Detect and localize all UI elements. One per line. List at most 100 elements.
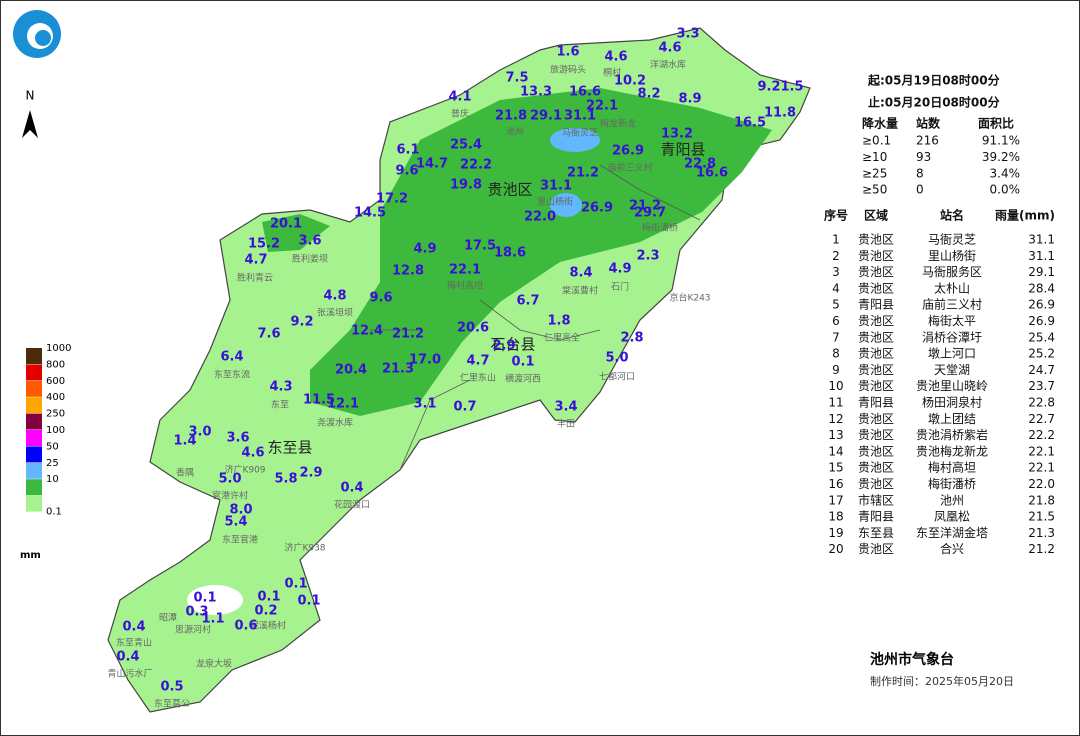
period-start: 起:05月19日08时00分 bbox=[867, 73, 1000, 88]
stats-header: 站数 bbox=[916, 116, 941, 131]
ranking-cell: 10 bbox=[828, 379, 843, 393]
rainfall-value: 11.5 bbox=[303, 393, 335, 408]
ranking-cell: 贵池区 bbox=[858, 330, 894, 344]
ranking-cell: 14 bbox=[828, 444, 843, 458]
legend-label: 0.1 bbox=[46, 507, 62, 518]
rainfall-value: 4.3 bbox=[269, 380, 292, 395]
stats-cell: 91.1% bbox=[982, 134, 1020, 148]
ranking-cell: 2 bbox=[832, 249, 840, 263]
station-name: 青山污水厂 bbox=[107, 668, 152, 680]
rainfall-value: 12.8 bbox=[392, 264, 424, 279]
rainfall-value: 26.9 bbox=[612, 144, 644, 159]
station-name: 济广K909 bbox=[224, 464, 265, 476]
ranking-cell: 21.3 bbox=[1028, 526, 1055, 540]
rainfall-value: 16.6 bbox=[696, 166, 728, 181]
rainfall-value: 1.4 bbox=[173, 434, 196, 449]
legend-label: 100 bbox=[46, 425, 65, 436]
legend-swatch bbox=[26, 364, 42, 381]
ranking-cell: 19 bbox=[828, 526, 843, 540]
rainfall-value: 0.2 bbox=[254, 604, 277, 619]
rainfall-value: 2.9 bbox=[492, 339, 515, 354]
rainfall-value: 14.7 bbox=[416, 157, 448, 172]
rainfall-value: 16.5 bbox=[734, 116, 766, 131]
ranking-cell: 22.8 bbox=[1028, 396, 1055, 410]
station-name: 龙泉大坂 bbox=[196, 658, 232, 670]
ranking-cell: 里山杨街 bbox=[928, 248, 976, 263]
ranking-cell: 贵池区 bbox=[858, 314, 894, 328]
ranking-cell: 庙前三义村 bbox=[922, 297, 982, 312]
stats-cell: ≥50 bbox=[862, 183, 887, 197]
rainfall-value: 7.6 bbox=[257, 327, 280, 342]
rainfall-value: 31.1 bbox=[540, 179, 572, 194]
station-name: 棠溪曹村 bbox=[562, 285, 598, 297]
station-name: 思源河村 bbox=[175, 624, 211, 636]
stats-header: 降水量 bbox=[862, 116, 898, 131]
ranking-cell: 东至洋湖金塔 bbox=[916, 525, 988, 540]
station-name: 仁里高全 bbox=[544, 332, 580, 344]
rainfall-value: 19.8 bbox=[450, 178, 482, 193]
ranking-cell: 3 bbox=[832, 265, 840, 279]
ranking-cell: 贵池区 bbox=[858, 281, 894, 295]
ranking-cell: 11 bbox=[828, 396, 843, 410]
station-name: 梅龙新龙 bbox=[600, 118, 636, 130]
rainfall-value: 21.2 bbox=[629, 199, 661, 214]
ranking-cell: 贵池区 bbox=[858, 461, 894, 475]
rainfall-value: 8.9 bbox=[678, 92, 701, 107]
ranking-cell: 青阳县 bbox=[858, 298, 894, 312]
ranking-cell: 29.1 bbox=[1028, 265, 1055, 279]
ranking-cell: 28.4 bbox=[1028, 281, 1055, 295]
rainfall-value: 20.4 bbox=[335, 363, 367, 378]
rainfall-value: 4.1 bbox=[448, 90, 471, 105]
legend-label: 250 bbox=[46, 409, 65, 420]
rainfall-value: 18.6 bbox=[494, 246, 526, 261]
rainfall-value: 0.7 bbox=[453, 400, 476, 415]
ranking-cell: 梅街太平 bbox=[928, 313, 976, 328]
rainfall-value: 26.9 bbox=[581, 201, 613, 216]
ranking-cell: 16 bbox=[828, 477, 843, 491]
ranking-cell: 21.5 bbox=[1028, 510, 1055, 524]
ranking-header: 站名 bbox=[940, 208, 964, 223]
district-name: 贵池区 bbox=[487, 181, 532, 199]
rainfall-value: 0.1 bbox=[193, 591, 216, 606]
rainfall-value: 21.3 bbox=[382, 362, 414, 377]
station-name: 济广K938 bbox=[284, 542, 325, 554]
ranking-cell: 12 bbox=[828, 412, 843, 426]
rainfall-value: 14.5 bbox=[354, 206, 386, 221]
stats-cell: 39.2% bbox=[982, 150, 1020, 164]
ranking-cell: 太朴山 bbox=[934, 280, 970, 295]
rainfall-value: 0.1 bbox=[284, 577, 307, 592]
ranking-cell: 21.8 bbox=[1028, 493, 1055, 507]
district-name: 青阳县 bbox=[660, 141, 705, 159]
ranking-cell: 贵池区 bbox=[858, 363, 894, 377]
ranking-cell: 18 bbox=[828, 510, 843, 524]
rainfall-value: 12.1 bbox=[327, 397, 359, 412]
ranking-cell: 马衙灵芝 bbox=[928, 232, 976, 247]
legend-swatch bbox=[26, 348, 42, 364]
station-name: 尧渡水库 bbox=[317, 417, 353, 429]
rainfall-value: 2.8 bbox=[620, 331, 643, 346]
stats-cell: ≥25 bbox=[862, 166, 887, 180]
station-name: 香隅 bbox=[176, 468, 194, 479]
rainfall-value: 0.5 bbox=[160, 680, 183, 695]
station-name: 马衙灵芝 bbox=[562, 127, 598, 139]
ranking-header: 雨量(mm) bbox=[995, 209, 1055, 223]
ranking-cell: 梅村高坦 bbox=[928, 460, 976, 475]
ranking-header: 区域 bbox=[864, 208, 888, 223]
ranking-cell: 23.7 bbox=[1028, 379, 1055, 393]
rainfall-value: 31.1 bbox=[564, 109, 596, 124]
station-name: 普庆 bbox=[451, 108, 469, 120]
rainfall-value: 29.7 bbox=[634, 206, 666, 221]
rainfall-value: 6.4 bbox=[220, 350, 243, 365]
stats-cell: ≥0.1 bbox=[862, 134, 891, 148]
ranking-cell: 17 bbox=[828, 493, 843, 507]
rainfall-value: 4.9 bbox=[413, 242, 436, 257]
rainfall-value: 3.4 bbox=[554, 400, 577, 415]
ranking-cell: 合兴 bbox=[940, 541, 964, 556]
rainfall-value: 6.7 bbox=[516, 294, 539, 309]
legend-swatch bbox=[26, 495, 42, 512]
rainfall-value: 2.9 bbox=[299, 466, 322, 481]
compass-arrow bbox=[22, 110, 38, 138]
legend-swatch bbox=[26, 462, 42, 479]
rainfall-value: 21.8 bbox=[495, 109, 527, 124]
station-name: 东至青山 bbox=[116, 637, 152, 649]
